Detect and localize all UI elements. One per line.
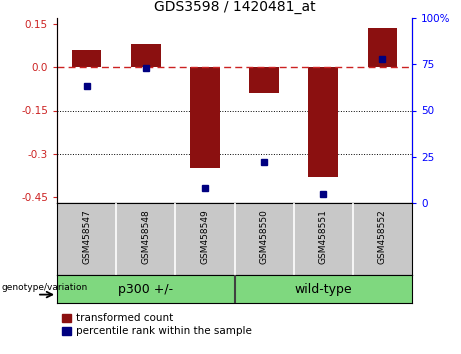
Text: GSM458550: GSM458550 [260, 209, 269, 264]
Bar [190, 67, 220, 168]
Text: GSM458547: GSM458547 [82, 209, 91, 263]
Title: GDS3598 / 1420481_at: GDS3598 / 1420481_at [154, 0, 315, 14]
Text: genotype/variation: genotype/variation [1, 283, 88, 292]
Legend: transformed count, percentile rank within the sample: transformed count, percentile rank withi… [62, 313, 252, 336]
Bar [308, 67, 338, 177]
Bar [367, 28, 397, 67]
Text: GSM458548: GSM458548 [141, 209, 150, 263]
Text: GSM458552: GSM458552 [378, 209, 387, 263]
Text: GSM458551: GSM458551 [319, 209, 328, 264]
Text: GSM458549: GSM458549 [201, 209, 209, 263]
Bar [131, 44, 160, 67]
Text: p300 +/-: p300 +/- [118, 282, 173, 296]
Bar [72, 50, 101, 67]
Text: wild-type: wild-type [295, 282, 352, 296]
Bar [249, 67, 279, 93]
